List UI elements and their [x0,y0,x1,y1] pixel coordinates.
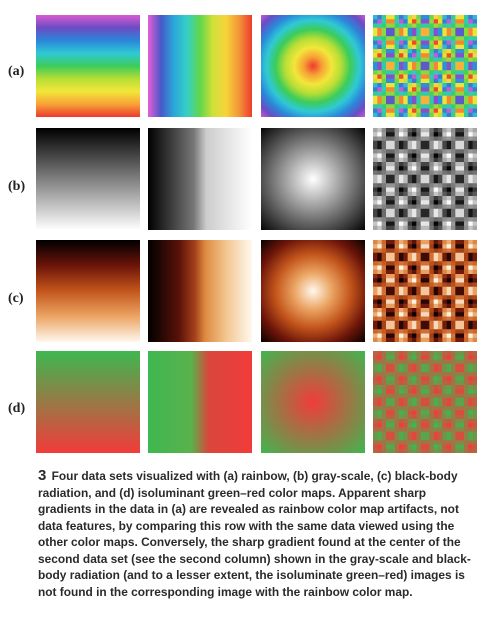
panel-c-sinusoidal [373,240,477,342]
panel-b-horizontal-ramp [148,128,252,230]
panel-c-radial [261,240,365,342]
row-label-a: (a) [8,64,25,79]
panel-d-horizontal-ramp [148,351,252,453]
panel-a-sinusoidal [373,15,477,117]
panel-a-horizontal-ramp [148,15,252,117]
panel-c-horizontal-ramp [148,240,252,342]
row-label-d: (d) [8,401,26,416]
figure-caption-text: Four data sets visualized with (a) rainb… [38,469,471,599]
panel-b-sinusoidal [373,128,477,230]
figure-number: 3 [38,467,47,484]
panel-d-radial [261,351,365,453]
row-label-b: (b) [8,179,26,194]
panel-b-radial [261,128,365,230]
figure-caption: 3 Four data sets visualized with (a) rai… [38,467,478,600]
panel-c-vertical-ramp [36,240,140,342]
row-label-c: (c) [8,291,24,306]
panel-d-vertical-ramp [36,351,140,453]
panel-b-vertical-ramp [36,128,140,230]
panel-d-sinusoidal [373,351,477,453]
panel-a-vertical-ramp [36,15,140,117]
panel-a-radial [261,15,365,117]
